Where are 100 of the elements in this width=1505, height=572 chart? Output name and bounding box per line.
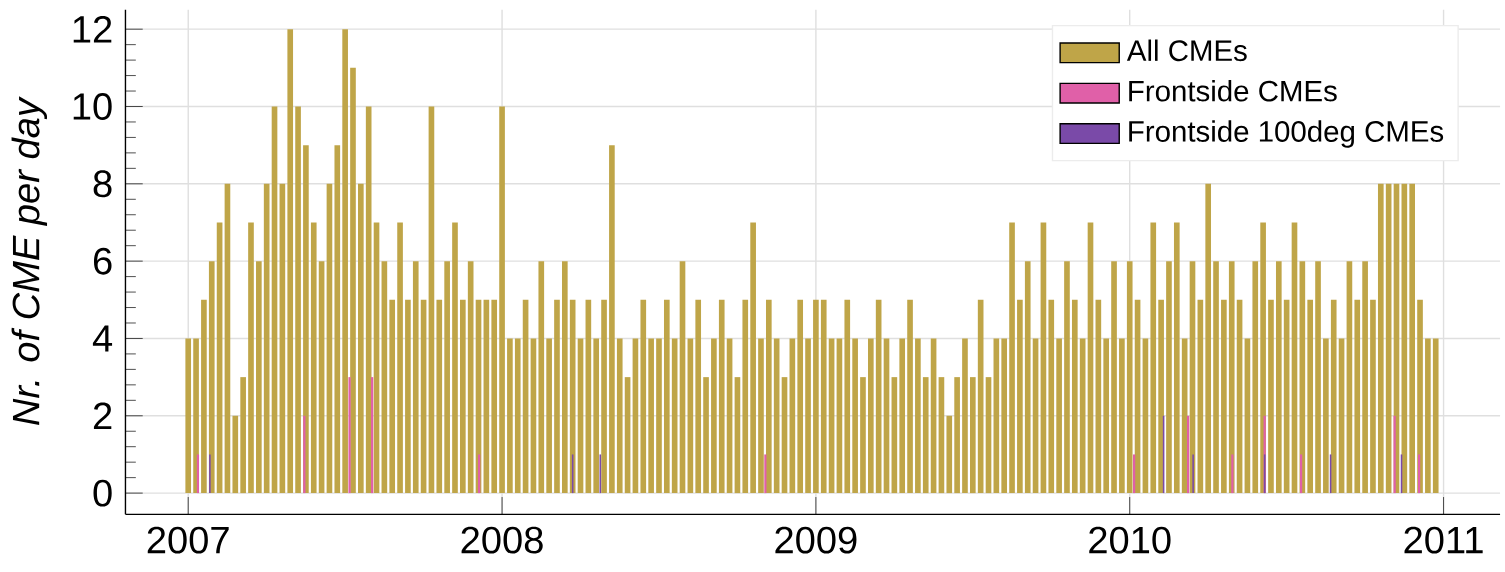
bar [1425, 338, 1431, 494]
bar [514, 338, 521, 494]
bar [1307, 300, 1314, 494]
bar [1268, 300, 1274, 494]
bar [1126, 261, 1133, 494]
bar [742, 300, 749, 494]
y-axis-title: Nr. of CME per day [11, 96, 48, 426]
x-tick-label: 2009 [775, 526, 857, 554]
bar [764, 454, 767, 494]
bar [1024, 261, 1031, 494]
bar [758, 338, 764, 494]
bar [750, 222, 756, 494]
bar [1275, 261, 1282, 494]
bar [1001, 338, 1008, 494]
bar [491, 300, 498, 494]
bar [616, 338, 623, 494]
bar [365, 106, 372, 494]
bar [1417, 300, 1423, 494]
bar [232, 416, 239, 494]
legend-label: Frontside CMEs [1129, 80, 1337, 102]
x-tick-label: 2010 [1089, 526, 1171, 554]
bar [256, 261, 262, 494]
bar [868, 338, 874, 494]
bar [507, 338, 513, 494]
bar [389, 300, 396, 494]
bar [405, 300, 411, 494]
y-tick-label: 2 [93, 402, 112, 430]
bar [1315, 261, 1321, 494]
bar [663, 300, 670, 494]
bar [287, 29, 294, 494]
bar [334, 145, 341, 494]
bar [1056, 338, 1062, 494]
y-tick-label: 6 [93, 247, 112, 275]
y-tick-label: 4 [92, 325, 113, 352]
bar [1260, 222, 1266, 494]
x-tick-label: 2008 [461, 526, 543, 554]
bar [342, 29, 348, 494]
bar [1354, 300, 1361, 494]
bar [813, 300, 819, 494]
bar [711, 338, 717, 494]
bar [1048, 300, 1055, 494]
bar [1362, 261, 1368, 494]
bar [820, 300, 827, 494]
bar [1417, 454, 1421, 494]
bar [208, 261, 215, 494]
bar [1173, 222, 1180, 494]
bar [499, 106, 505, 494]
y-tick-label: 0 [93, 479, 112, 507]
bar [593, 338, 600, 494]
bar [946, 416, 953, 494]
bar [922, 377, 929, 494]
bar [969, 377, 976, 494]
bar [1111, 261, 1117, 494]
x-tick-label: 2011 [1404, 526, 1483, 554]
bar [860, 377, 866, 494]
bar [196, 454, 200, 494]
bar [546, 338, 552, 494]
bar [436, 300, 443, 494]
bar [1166, 261, 1172, 494]
bar [1071, 300, 1078, 494]
bar [1119, 338, 1125, 494]
bar [201, 300, 207, 494]
bar [193, 338, 199, 494]
bar [478, 454, 481, 494]
bar [412, 261, 419, 494]
bar [1252, 261, 1259, 494]
bar [303, 416, 306, 494]
bar [1009, 222, 1015, 494]
y-tick-label: 12 [73, 16, 112, 43]
y-tick-label: 10 [73, 93, 112, 121]
bar [915, 338, 921, 494]
bar [538, 261, 545, 494]
bar [1205, 184, 1212, 494]
bar [1231, 454, 1234, 494]
bar [350, 68, 356, 494]
bar [648, 338, 654, 494]
bar [765, 300, 772, 494]
bar [452, 222, 458, 494]
bar [1393, 416, 1396, 494]
bar [371, 377, 374, 494]
bar [718, 300, 725, 494]
bar [303, 145, 309, 494]
bar [1133, 454, 1136, 494]
bar [358, 184, 364, 494]
bar [460, 300, 466, 494]
bar [1221, 300, 1227, 494]
bar [295, 106, 301, 494]
bar [444, 261, 450, 494]
x-tick-label: 2007 [147, 526, 229, 554]
y-tick-label: 8 [93, 170, 112, 198]
bar [1299, 454, 1303, 494]
bar [703, 377, 709, 494]
bar [907, 300, 913, 494]
bar [310, 222, 317, 494]
bar [185, 338, 192, 494]
bar [805, 338, 811, 494]
bar [962, 338, 968, 494]
bar [1228, 261, 1235, 494]
bar [554, 300, 560, 494]
bar [562, 261, 568, 494]
